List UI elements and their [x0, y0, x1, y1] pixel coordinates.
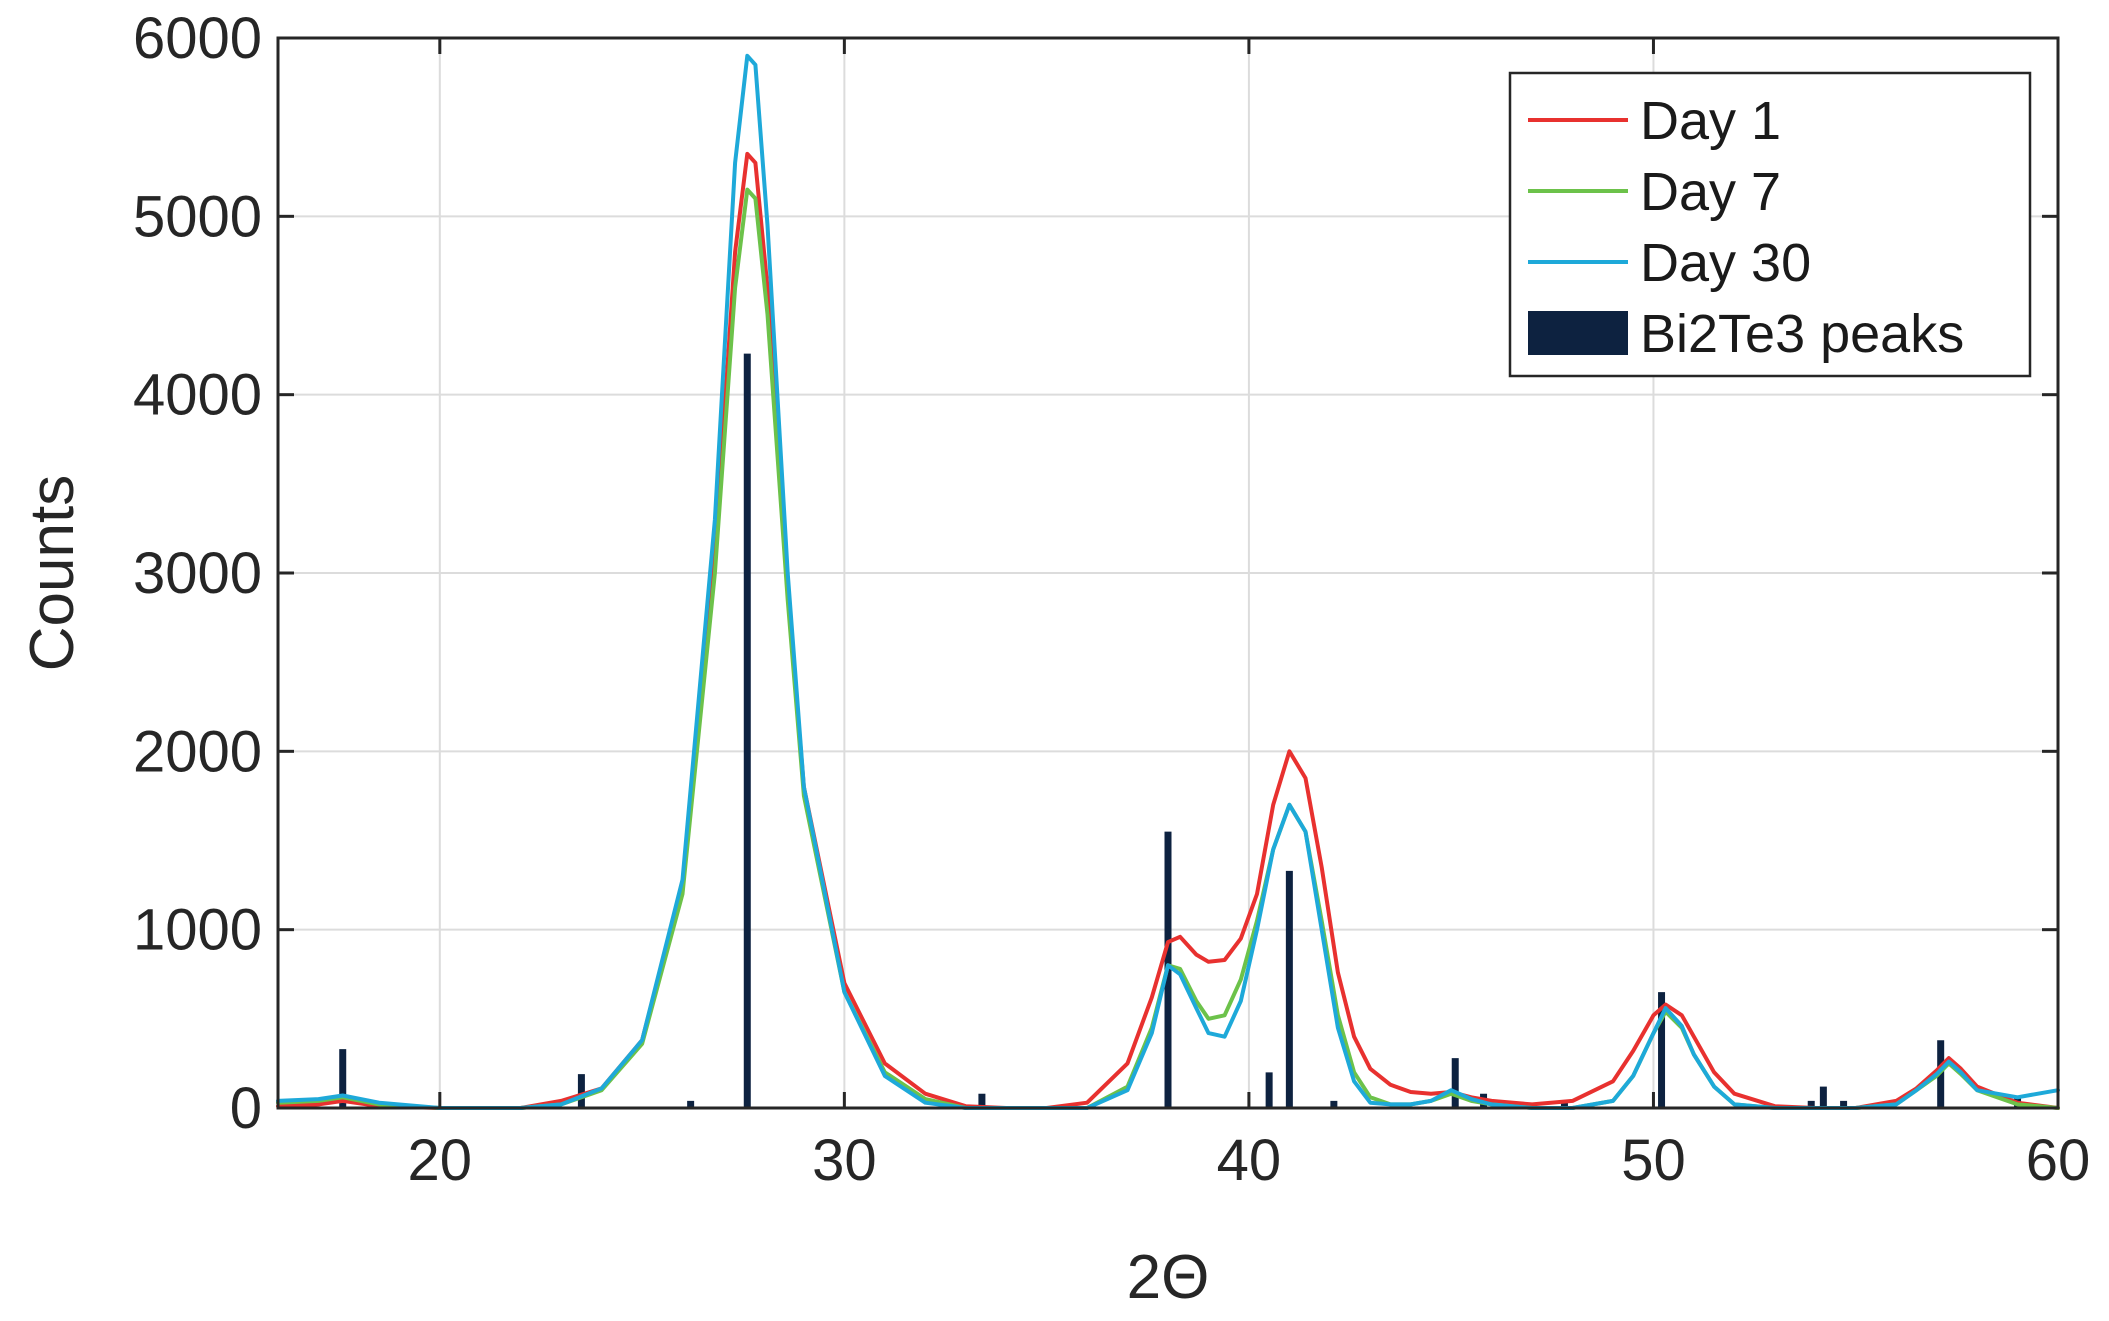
legend-label: Bi2Te3 peaks [1640, 304, 1964, 364]
y-tick-label: 5000 [133, 184, 262, 249]
legend-label: Day 30 [1640, 233, 1811, 293]
x-tick-label: 40 [1217, 1128, 1282, 1193]
x-tick-label: 50 [1621, 1128, 1686, 1193]
y-tick-label: 4000 [133, 363, 262, 428]
axis-ticks: 20 30 40 50 60 0 1000 2000 3000 4000 5000 6000 [133, 6, 2090, 1193]
x-tick-label: 60 [2026, 1128, 2091, 1193]
y-tick-label: 0 [230, 1076, 262, 1141]
data-series [276, 53, 2060, 1110]
series-line-day-1 [276, 151, 2060, 1110]
y-axis-label: Counts [18, 475, 87, 671]
legend-label: Day 1 [1640, 91, 1781, 151]
y-tick-label: 1000 [133, 898, 262, 963]
y-tick-label: 2000 [133, 719, 262, 784]
legend-swatch-bar [1528, 311, 1628, 355]
x-axis-label: 2Θ [1127, 1243, 1210, 1312]
y-tick-label: 3000 [133, 541, 262, 606]
x-tick-label: 20 [408, 1128, 473, 1193]
y-tick-label: 6000 [133, 6, 262, 71]
reference-peaks [339, 353, 2022, 1108]
x-tick-label: 30 [812, 1128, 877, 1193]
series-line-day-30 [276, 53, 2060, 1110]
legend: Day 1 Day 7 Day 30 Bi2Te3 peaks [1508, 71, 2032, 378]
legend-label: Day 7 [1640, 162, 1781, 222]
